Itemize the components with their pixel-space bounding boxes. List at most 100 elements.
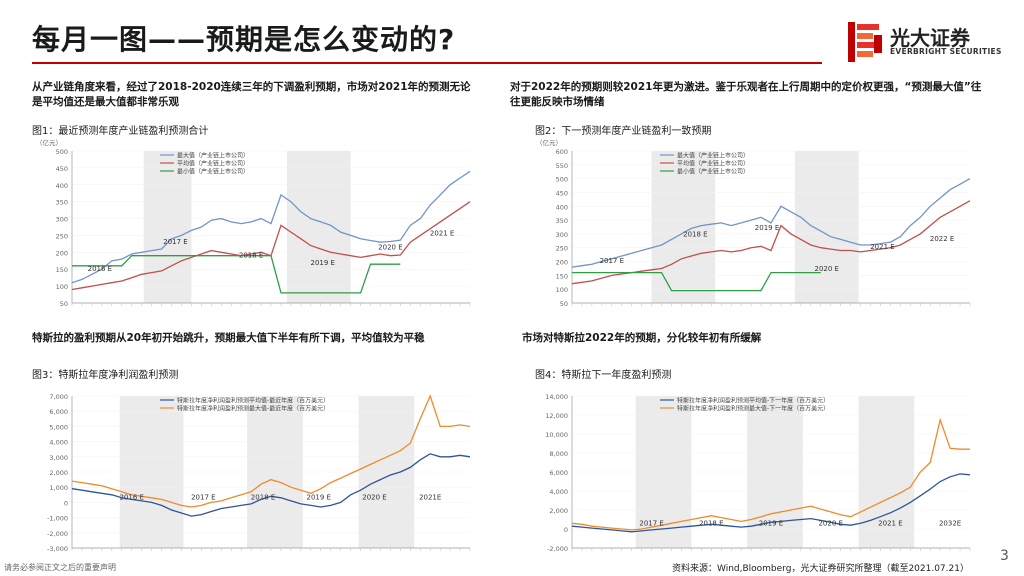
y-tick-label: 5,000 <box>49 423 68 431</box>
paragraph-bottom-right: 市场对特斯拉2022年的预期，分化较年初有所缓解 <box>522 332 762 344</box>
period-label: 2032E <box>939 519 961 527</box>
period-label: 2020 E <box>378 244 402 252</box>
chart-figure-4: 14,000 12,000 10,000 8,000 6,000 4,000 2,000 0 -… <box>530 380 980 565</box>
period-label: 2021 E <box>870 243 894 251</box>
period-label: 2016 E <box>88 265 112 273</box>
brand-name: 光大证券 <box>890 26 970 50</box>
y-tick-label: 50 <box>60 300 68 308</box>
legend-label: 特斯拉年度净利润盈利预测平均值-最近年度（百万美元） <box>177 397 329 405</box>
y-tick-label: 600 <box>556 148 568 156</box>
series-line <box>571 473 971 533</box>
period-label: 2018 E <box>683 231 707 239</box>
y-tick-label: 100 <box>556 286 568 294</box>
y-tick-label: 250 <box>56 232 68 240</box>
brand-name-en: EVERBRIGHT SECURITIES <box>890 47 1002 56</box>
page-title: 每月一图——预期是怎么变动的? <box>32 23 456 56</box>
shaded-period <box>286 151 351 303</box>
y-tick-label: 10,000 <box>545 431 568 439</box>
y-tick-label: 150 <box>556 272 568 280</box>
legend-label: 平均值（产业链上市公司） <box>677 160 749 168</box>
series-line <box>72 255 401 294</box>
y-tick-label: 400 <box>556 203 568 211</box>
y-tick-label: 350 <box>56 199 68 207</box>
y-tick-label: 4,000 <box>49 439 68 447</box>
legend-label: 最大值（产业链上市公司） <box>677 152 749 160</box>
y-tick-label: 250 <box>556 245 568 253</box>
chart-svg: 7,000 6,000 5,000 4,000 3,000 2,000 1,000 0 -1,0… <box>47 393 471 553</box>
everbright-logo-icon <box>848 22 882 62</box>
y-tick-label: 8,000 <box>549 450 568 458</box>
y-tick-label: 200 <box>56 249 68 257</box>
period-label: 2017 E <box>639 519 663 527</box>
y-tick-label: 6,000 <box>549 469 568 477</box>
y-tick-label: 500 <box>556 176 568 184</box>
figure-2-title: 图2：下一预测年度产业链盈利一致预期 <box>535 126 712 137</box>
series-line <box>571 417 970 531</box>
period-label: 2019 E <box>759 519 783 527</box>
y-tick-label: 2,000 <box>49 469 68 477</box>
y-tick-label: 0 <box>64 499 68 507</box>
period-label: 2020 E <box>362 493 386 501</box>
chart-figure-3: 7,000 6,000 5,000 4,000 3,000 2,000 1,000 0 -1,0… <box>30 380 480 565</box>
period-label: 2021 E <box>878 519 902 527</box>
period-label: 2022 E <box>930 235 954 243</box>
legend-label: 最大值（产业链上市公司） <box>177 152 249 160</box>
y-tick-label: 12,000 <box>545 412 568 420</box>
y-tick-label: 500 <box>56 148 68 156</box>
figure-1-title: 图1：最近预测年度产业链盈利预测合计 <box>32 126 209 137</box>
period-label: 2016 E <box>119 493 143 501</box>
y-tick-label: 300 <box>556 231 568 239</box>
legend-label: 特斯拉年度净利润盈利预测最大值-下一年度（百万美元） <box>677 405 829 413</box>
y-unit-label: （亿元） <box>536 138 562 147</box>
period-label: 2019 E <box>755 224 779 232</box>
series-line <box>71 201 471 291</box>
period-label: 2020 E <box>814 265 838 273</box>
paragraph-top-right: 对于2022年的预期则较2021年更为激进。鉴于乐观者在上行周期中的定价权更强，… <box>510 81 982 108</box>
y-tick-label: 1,000 <box>49 484 68 492</box>
y-tick-label: -3,000 <box>47 545 68 553</box>
y-unit-label: （亿元） <box>36 138 62 147</box>
y-tick-label: 7,000 <box>49 393 68 401</box>
series-line <box>572 271 821 292</box>
disclaimer-note: 请务必参阅正文之后的重要声明 <box>4 563 116 572</box>
chart-svg: 14,000 12,000 10,000 8,000 6,000 4,000 2,000 0 -… <box>545 393 971 553</box>
series-line <box>571 178 971 268</box>
y-tick-label: 350 <box>556 217 568 225</box>
y-tick-label: 4,000 <box>549 488 568 496</box>
period-label: 2021 E <box>430 229 454 237</box>
legend-label: 特斯拉年度净利润盈利预测最大值-最近年度（百万美元） <box>177 405 329 413</box>
y-tick-label: 2,000 <box>549 507 568 515</box>
period-label: 2018 E <box>251 493 275 501</box>
y-tick-label: 100 <box>56 283 68 291</box>
y-tick-label: 550 <box>556 162 568 170</box>
legend-label: 特斯拉年度净利润盈利预测平均值-下一年度（百万美元） <box>677 397 829 405</box>
y-tick-label: 200 <box>556 259 568 267</box>
series-line <box>71 170 471 284</box>
y-tick-label: 50 <box>560 300 568 308</box>
shaded-period <box>651 151 716 303</box>
series-line <box>71 453 471 517</box>
period-label: 2018 E <box>699 519 723 527</box>
legend-label: 最小值（产业链上市公司） <box>677 168 749 176</box>
legend-label: 平均值（产业链上市公司） <box>177 160 249 168</box>
period-label: 2018 E <box>239 251 263 259</box>
period-label: 2017 E <box>600 257 624 265</box>
period-label: 2017 E <box>191 493 215 501</box>
paragraph-bottom-left: 特斯拉的盈利预期从20年初开始跳升，预期最大值下半年有所下调，平均值较为平稳 <box>32 332 425 344</box>
series-line <box>571 200 971 285</box>
series-line <box>71 394 471 508</box>
y-tick-label: -2,000 <box>547 545 568 553</box>
period-label: 2020 E <box>818 519 842 527</box>
period-label: 2019 E <box>307 493 331 501</box>
figure-3-title: 图3：特斯拉年度净利润盈利预测 <box>32 370 179 381</box>
source-note: 资料来源：Wind,Bloomberg，光大证券研究所整理（截至2021.07.… <box>672 564 969 574</box>
period-label: 2017 E <box>163 238 187 246</box>
y-tick-label: 150 <box>56 266 68 274</box>
legend-label: 最小值（产业链上市公司） <box>177 168 249 176</box>
period-label: 2019 E <box>311 259 335 267</box>
y-tick-label: 0 <box>564 526 568 534</box>
chart-svg: 600 550 500 450 400 350 300 250 200 150 100 50 （亿元） 最… <box>536 138 971 308</box>
y-tick-label: 400 <box>56 182 68 190</box>
y-tick-label: 3,000 <box>49 454 68 462</box>
figure-4-title: 图4：特斯拉下一年度盈利预测 <box>535 370 672 381</box>
